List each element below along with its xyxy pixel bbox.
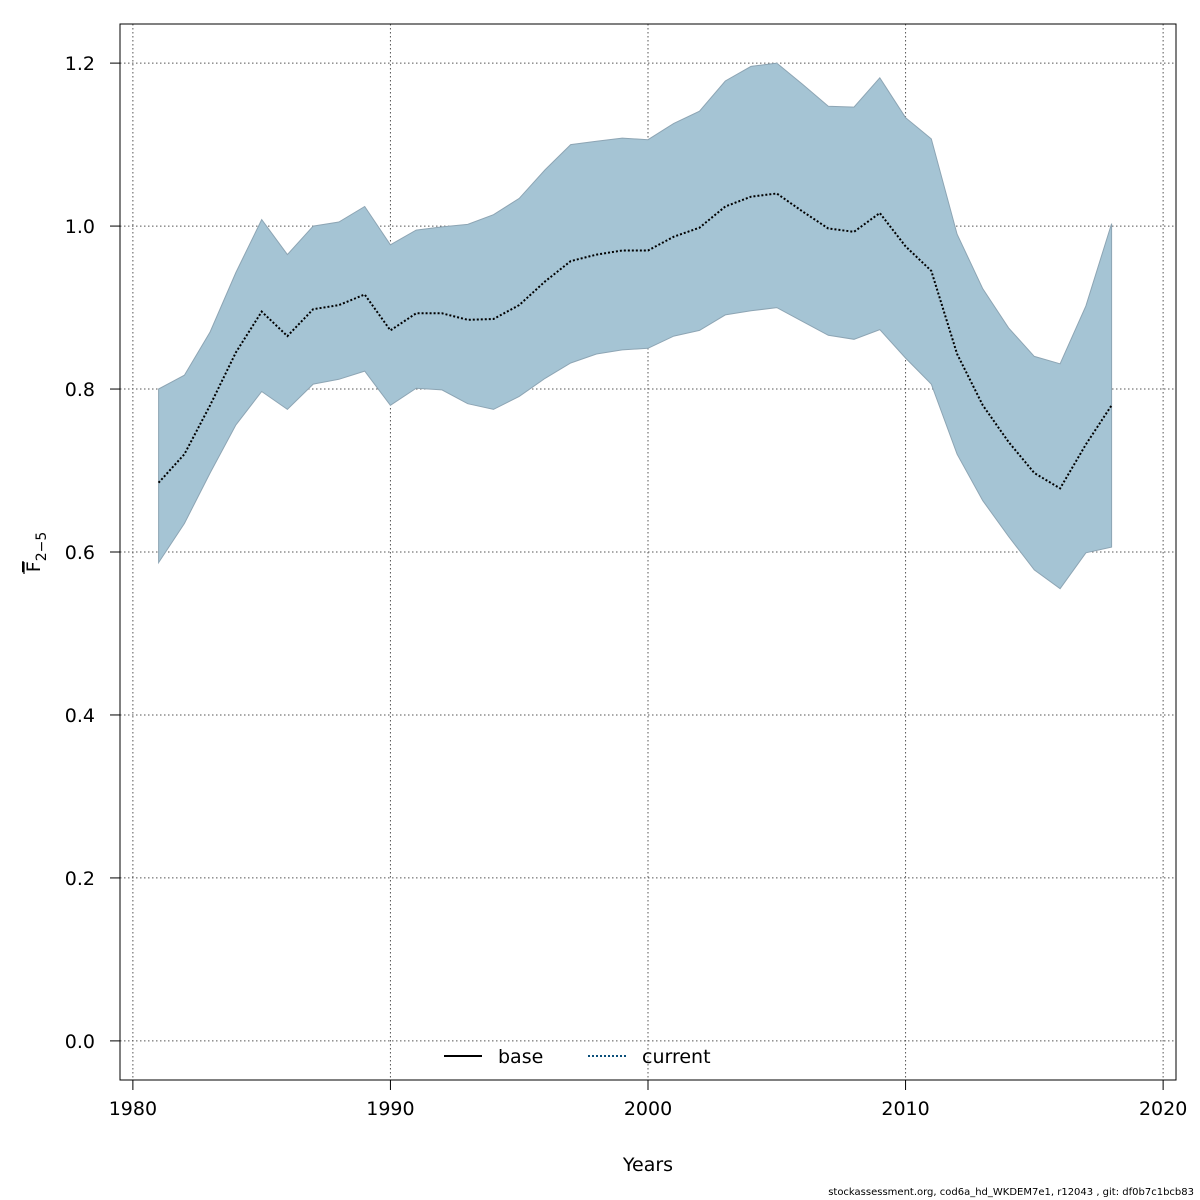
x-tick-label: 2020: [1139, 1098, 1187, 1120]
series-line-current: [157, 192, 1113, 490]
x-axis-title: Years: [622, 1154, 673, 1176]
x-tick-label: 2000: [624, 1098, 672, 1120]
y-axis-title-text: F2−5: [23, 532, 50, 572]
y-tick-label: 0.8: [65, 379, 95, 401]
legend-label-current: current: [642, 1046, 711, 1068]
y-tick-label: 0.4: [65, 705, 95, 727]
x-axis: 1980 1990 2000 2010 2020: [109, 1079, 1187, 1120]
y-tick-label: 0.2: [65, 868, 95, 890]
y-axis: 0.0 0.2 0.4 0.6 0.8 1.0 1.2: [65, 53, 121, 1053]
legend: base current: [444, 1046, 711, 1068]
y-tick-label: 1.0: [65, 216, 95, 238]
y-axis-title-subscript: 2−5: [34, 532, 50, 562]
y-axis-title-main: F: [23, 561, 45, 572]
y-tick-label: 0.0: [65, 1031, 95, 1053]
legend-label-base: base: [498, 1046, 543, 1068]
confidence-band: [158, 62, 1113, 590]
y-tick-label: 0.6: [65, 542, 95, 564]
x-tick-label: 2010: [881, 1098, 929, 1120]
x-tick-label: 1980: [109, 1098, 157, 1120]
y-axis-title: F2−5: [23, 532, 50, 574]
footer-caption: stockassessment.org, cod6a_hd_WKDEM7e1, …: [828, 1187, 1194, 1198]
y-tick-label: 1.2: [65, 53, 95, 75]
x-tick-label: 1990: [366, 1098, 414, 1120]
